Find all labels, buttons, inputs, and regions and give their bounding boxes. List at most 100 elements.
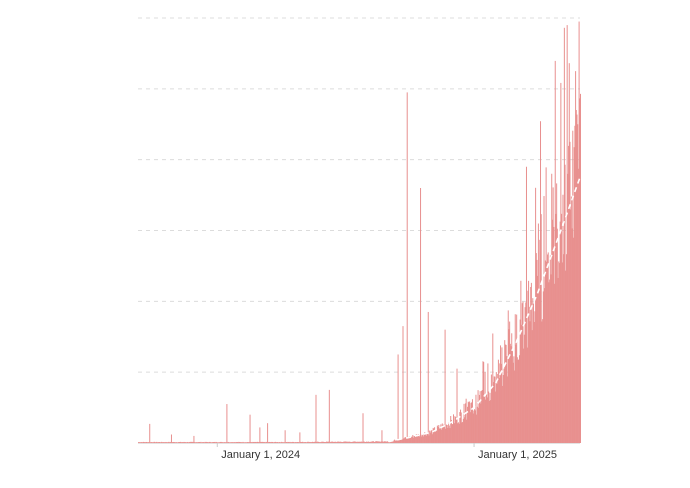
- bar-2024-12-24: [468, 402, 470, 443]
- bar-2023-09-10: [138, 442, 139, 443]
- bar-2024-01-31: [238, 441, 240, 443]
- bar-2024-04-29: [300, 442, 302, 443]
- bar-2024-07-28: [363, 441, 365, 443]
- bar-2025-02-18: [507, 310, 509, 443]
- bar-2024-10-18: [421, 434, 423, 443]
- bar-2023-09-16: [142, 442, 144, 443]
- bar-2025-03-07: [519, 319, 521, 443]
- bar-2024-01-25: [234, 442, 236, 443]
- bar-2025-02-06: [499, 363, 501, 443]
- bar-2024-09-28: [407, 437, 409, 443]
- bar-2024-11-14: [440, 424, 442, 443]
- bar-2024-09-07: [392, 440, 394, 443]
- bar-2025-04-27: [555, 213, 557, 443]
- bar-2024-01-11: [224, 442, 226, 443]
- bar-2024-05-11: [309, 441, 311, 443]
- bar-2024-01-18: [229, 442, 231, 443]
- bar-2024-10-04: [411, 436, 413, 443]
- bar-2025-05-05: [561, 213, 563, 443]
- bar-2024-04-25: [297, 442, 299, 443]
- bar-2024-05-26: [319, 442, 321, 443]
- bar-2024-07-30: [365, 442, 367, 443]
- bar-2024-09-16: [398, 440, 400, 443]
- bar-2023-12-14: [204, 441, 206, 443]
- bar-2024-11-06: [434, 432, 436, 443]
- bar-2024-09-21: [402, 326, 404, 444]
- bar-2025-01-29: [493, 376, 495, 443]
- bar-2023-11-28: [193, 435, 195, 443]
- bar-2025-04-17: [548, 282, 550, 443]
- bar-2025-02-10: [502, 385, 504, 443]
- bar-2023-10-01: [152, 442, 154, 443]
- bar-2023-11-11: [181, 442, 183, 443]
- bar-2023-12-12: [203, 442, 205, 443]
- bar-2023-09-23: [147, 442, 149, 443]
- bar-2024-12-10: [458, 423, 460, 443]
- bar-2023-09-15: [141, 442, 143, 443]
- bar-2024-12-21: [466, 419, 468, 443]
- bar-2024-10-24: [425, 435, 427, 443]
- bar-2024-12-11: [459, 412, 461, 443]
- bar-2024-11-26: [448, 425, 450, 443]
- bar-2023-11-18: [186, 442, 188, 443]
- bar-2024-10-06: [413, 437, 415, 443]
- bar-2024-09-01: [388, 441, 390, 443]
- bar-2024-02-28: [257, 442, 259, 443]
- bar-2023-11-05: [177, 442, 179, 443]
- bar-2024-03-21: [273, 442, 275, 443]
- bar-2024-07-19: [357, 441, 359, 443]
- bar-2024-08-29: [386, 441, 388, 443]
- bar-2024-06-23: [339, 441, 341, 443]
- bar-2024-04-24: [297, 442, 299, 443]
- bar-2025-05-21: [572, 130, 574, 443]
- bar-2023-11-10: [180, 442, 182, 443]
- bar-2024-01-06: [220, 441, 222, 443]
- bar-2025-05-11: [565, 270, 567, 443]
- bar-2023-12-27: [213, 442, 215, 443]
- bar-2023-12-20: [208, 441, 210, 443]
- bar-2024-07-31: [366, 441, 368, 443]
- bar-2024-09-02: [389, 441, 391, 443]
- bar-2023-12-05: [198, 442, 200, 443]
- bar-2025-01-31: [495, 391, 497, 443]
- bar-2025-03-09: [521, 324, 523, 443]
- bar-2024-08-17: [377, 441, 379, 443]
- bar-2025-04-13: [545, 167, 547, 443]
- bar-2023-11-17: [185, 442, 187, 443]
- bar-2024-12-31: [473, 410, 475, 443]
- bar-2024-01-20: [230, 442, 232, 443]
- bar-2024-04-19: [293, 442, 295, 443]
- bar-2024-10-13: [417, 434, 419, 443]
- bar-2023-10-14: [161, 442, 163, 443]
- bar-2025-01-15: [483, 395, 485, 443]
- bar-2024-01-21: [231, 442, 233, 443]
- bar-2024-06-15: [333, 441, 335, 443]
- bar-2024-08-22: [381, 430, 383, 443]
- bar-2023-11-01: [174, 442, 176, 443]
- bar-2025-05-30: [578, 21, 580, 443]
- bar-2024-08-03: [368, 441, 370, 443]
- bar-2023-09-17: [142, 441, 144, 443]
- bar-2024-06-29: [343, 441, 345, 443]
- bar-2025-03-28: [534, 311, 536, 443]
- bar-2025-05-26: [575, 110, 577, 444]
- bar-2025-03-29: [535, 187, 537, 443]
- bar-2024-11-07: [435, 431, 437, 443]
- bar-2024-02-09: [244, 442, 246, 443]
- bar-2024-06-27: [342, 442, 344, 443]
- bar-2024-07-25: [361, 441, 363, 443]
- bar-2024-10-31: [430, 430, 432, 443]
- bar-2023-11-06: [177, 442, 179, 443]
- bar-2024-01-17: [228, 442, 230, 443]
- bar-2024-06-21: [337, 441, 339, 443]
- bar-2024-08-26: [384, 441, 386, 443]
- bar-2025-01-25: [490, 374, 492, 443]
- bar-2024-02-03: [240, 442, 242, 443]
- bar-2024-08-13: [375, 441, 377, 443]
- bar-2023-10-24: [168, 442, 170, 443]
- bar-2023-12-13: [203, 442, 205, 443]
- bar-2024-05-16: [312, 441, 314, 443]
- bar-2024-05-30: [322, 441, 324, 443]
- bar-2024-08-24: [382, 441, 384, 443]
